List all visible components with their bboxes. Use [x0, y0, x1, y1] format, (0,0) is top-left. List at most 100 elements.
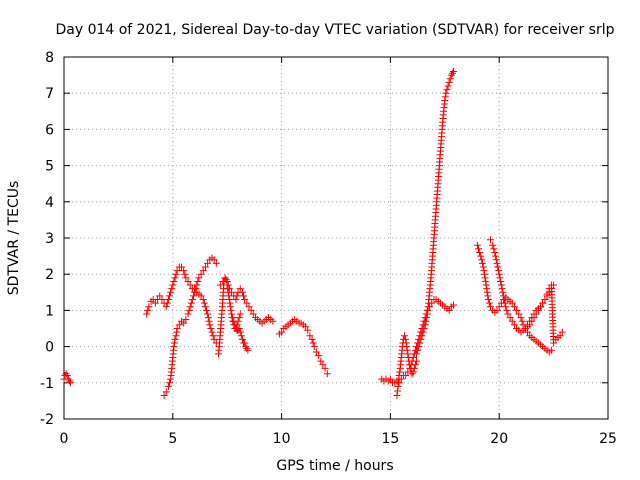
- data-point: [164, 382, 172, 390]
- data-point: [510, 321, 518, 329]
- data-point: [175, 321, 183, 329]
- data-point: [201, 303, 209, 311]
- data-point: [496, 274, 504, 282]
- data-point: [224, 281, 232, 289]
- data-point: [479, 259, 487, 267]
- data-point: [302, 323, 310, 331]
- data-point: [182, 315, 190, 323]
- data-point: [506, 314, 514, 322]
- data-point: [184, 277, 192, 285]
- data-point: [171, 274, 179, 282]
- data-point: [423, 314, 431, 322]
- data-point: [419, 328, 427, 336]
- data-point: [408, 370, 416, 378]
- data-point: [242, 343, 250, 351]
- data-point: [493, 259, 501, 267]
- data-point: [162, 303, 170, 311]
- data-point: [444, 82, 452, 90]
- data-point: [528, 314, 536, 322]
- data-point: [243, 344, 251, 352]
- data-point: [545, 288, 553, 296]
- data-point: [236, 310, 244, 318]
- data-point: [547, 285, 555, 293]
- data-point: [492, 256, 500, 264]
- data-point: [245, 303, 253, 311]
- data-point: [238, 288, 246, 296]
- data-point: [212, 259, 220, 267]
- y-tick-label: -1: [40, 376, 54, 392]
- data-point: [491, 248, 499, 256]
- data-point: [235, 314, 243, 322]
- data-point: [197, 270, 205, 278]
- data-point: [308, 335, 316, 343]
- data-point: [411, 361, 419, 369]
- data-point: [486, 236, 494, 244]
- data-point: [415, 343, 423, 351]
- data-point: [445, 78, 453, 86]
- data-point: [481, 274, 489, 282]
- x-tick-label: 25: [599, 431, 617, 447]
- data-point: [228, 288, 236, 296]
- data-point: [310, 343, 318, 351]
- data-point: [217, 281, 225, 289]
- data-point: [236, 328, 244, 336]
- data-point: [478, 256, 486, 264]
- data-point: [173, 267, 181, 275]
- data-point: [309, 339, 317, 347]
- data-point: [502, 303, 510, 311]
- data-point: [65, 377, 73, 385]
- data-point: [233, 292, 241, 300]
- data-point: [547, 346, 555, 354]
- data-point: [169, 281, 177, 289]
- data-point: [145, 303, 153, 311]
- data-point: [319, 361, 327, 369]
- data-point: [500, 292, 508, 300]
- data-point: [393, 391, 401, 399]
- data-point: [226, 303, 234, 311]
- data-point: [243, 299, 251, 307]
- data-point: [164, 296, 172, 304]
- data-point: [166, 292, 174, 300]
- x-tick-label: 0: [60, 431, 69, 447]
- data-point: [172, 332, 180, 340]
- data-point: [173, 328, 181, 336]
- y-tick-label: 6: [45, 122, 54, 138]
- data-point: [473, 241, 481, 249]
- data-point: [240, 292, 248, 300]
- data-point: [226, 299, 234, 307]
- data-point: [197, 292, 205, 300]
- grid: [64, 57, 608, 419]
- axis-ticks: 0 5 10 15 20 25 -2 -1 0 1 2 3 4 5 6 7 8: [40, 50, 617, 447]
- data-point: [269, 317, 277, 325]
- data-point: [404, 353, 412, 361]
- data-point: [205, 317, 213, 325]
- data-point: [493, 306, 501, 314]
- data-point: [227, 306, 235, 314]
- data-point: [480, 267, 488, 275]
- data-point: [484, 296, 492, 304]
- data-point: [63, 372, 71, 380]
- data-point: [490, 245, 498, 253]
- data-point: [483, 288, 491, 296]
- data-point: [62, 370, 70, 378]
- data-point: [517, 314, 525, 322]
- data-point: [170, 339, 178, 347]
- data-point: [450, 301, 458, 309]
- data-point: [416, 339, 424, 347]
- y-tick-label: 3: [45, 231, 54, 247]
- data-point: [386, 375, 394, 383]
- data-point: [510, 303, 518, 311]
- data-point: [405, 357, 413, 365]
- x-tick-label: 20: [490, 431, 508, 447]
- data-point: [413, 357, 421, 365]
- data-point: [235, 325, 243, 332]
- data-point: [170, 277, 178, 285]
- data-point: [204, 314, 212, 322]
- data-point: [558, 328, 566, 336]
- data-point: [446, 75, 454, 83]
- x-axis-label: GPS time / hours: [276, 458, 393, 474]
- data-point: [237, 332, 245, 340]
- data-point: [306, 332, 314, 340]
- data-point: [504, 310, 512, 318]
